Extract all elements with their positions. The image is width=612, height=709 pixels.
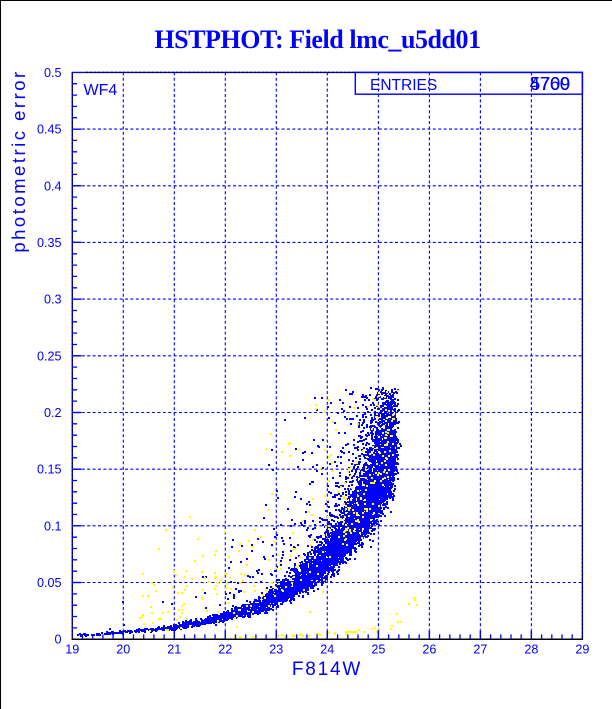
svg-text:23: 23 bbox=[269, 643, 283, 657]
svg-text:0.25: 0.25 bbox=[37, 349, 62, 363]
svg-text:0.45: 0.45 bbox=[37, 123, 62, 137]
svg-text:0.05: 0.05 bbox=[37, 576, 62, 590]
svg-text:0.5: 0.5 bbox=[44, 66, 62, 80]
svg-text:19: 19 bbox=[65, 643, 79, 657]
svg-text:F814W: F814W bbox=[292, 659, 362, 680]
svg-text:27: 27 bbox=[473, 643, 487, 657]
svg-text:0.35: 0.35 bbox=[37, 236, 62, 250]
svg-text:HSTPHOT: Field lmc_u5dd01: HSTPHOT: Field lmc_u5dd01 bbox=[154, 25, 480, 54]
svg-text:22: 22 bbox=[218, 643, 232, 657]
svg-text:0.4: 0.4 bbox=[44, 179, 62, 193]
svg-text:0.1: 0.1 bbox=[44, 519, 62, 533]
svg-text:ENTRIES: ENTRIES bbox=[370, 77, 437, 94]
svg-text:21: 21 bbox=[167, 643, 181, 657]
svg-text:0.3: 0.3 bbox=[44, 293, 62, 307]
svg-text:26: 26 bbox=[422, 643, 436, 657]
svg-text:0.2: 0.2 bbox=[44, 406, 62, 420]
svg-text:0: 0 bbox=[54, 633, 61, 647]
svg-text:29: 29 bbox=[575, 643, 589, 657]
svg-text:WF4: WF4 bbox=[84, 82, 118, 99]
svg-text:5709: 5709 bbox=[530, 74, 570, 94]
svg-text:28: 28 bbox=[524, 643, 538, 657]
svg-text:0.15: 0.15 bbox=[37, 463, 62, 477]
svg-text:4760: 4760 bbox=[530, 74, 570, 94]
svg-text:25: 25 bbox=[371, 643, 385, 657]
svg-text:24: 24 bbox=[320, 643, 334, 657]
svg-text:photometric error: photometric error bbox=[8, 69, 29, 252]
svg-text:20: 20 bbox=[116, 643, 130, 657]
